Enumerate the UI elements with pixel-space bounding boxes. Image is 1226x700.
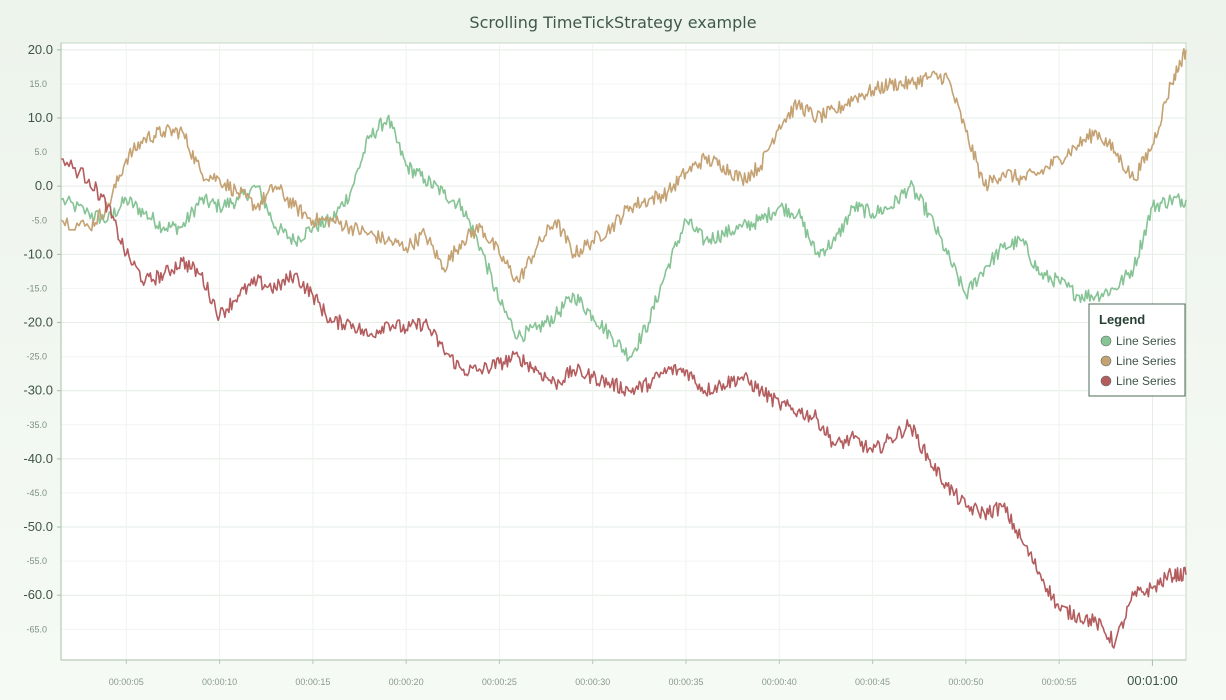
legend: Legend Line Series Line Series Line Series (1088, 303, 1186, 397)
y-tick-label: -50.0 (23, 519, 53, 534)
y-minor-tick-label: -35.0 (26, 420, 47, 430)
x-tick-label: 00:00:45 (855, 677, 890, 687)
y-tick-label: -30.0 (23, 383, 53, 398)
legend-marker (1100, 375, 1112, 387)
x-tick-label: 00:00:15 (295, 677, 330, 687)
y-minor-tick-label: 15.0 (29, 79, 47, 89)
legend-label: Line Series (1116, 354, 1176, 368)
y-tick-label: -40.0 (23, 451, 53, 466)
x-tick-label: 00:00:40 (762, 677, 797, 687)
x-tick-label: 00:00:30 (575, 677, 610, 687)
x-tick-label: 00:00:35 (668, 677, 703, 687)
y-minor-tick-label: -15.0 (26, 283, 47, 293)
y-minor-tick-label: 5.0 (34, 147, 47, 157)
chart-title: Scrolling TimeTickStrategy example (469, 13, 756, 32)
legend-label: Line Series (1116, 374, 1176, 388)
y-minor-tick-label: -45.0 (26, 488, 47, 498)
x-tick-label: 00:00:25 (482, 677, 517, 687)
grid-lines (61, 43, 1186, 660)
x-tick-label: 00:00:20 (389, 677, 424, 687)
x-axis-ticks: 00:00:05 00:00:10 00:00:15 00:00:20 00:00:25… (109, 660, 1178, 688)
y-tick-label: 20.0 (28, 42, 53, 57)
y-minor-tick-label: -65.0 (26, 624, 47, 634)
legend-items: Line Series Line Series Line Series (1100, 334, 1176, 388)
y-tick-label: 0.0 (35, 178, 53, 193)
y-minor-tick-label: -55.0 (26, 556, 47, 566)
legend-marker (1100, 355, 1112, 367)
y-minor-tick-label: -5.0 (31, 215, 47, 225)
x-tick-label: 00:00:05 (109, 677, 144, 687)
series-layer (60, 48, 1187, 649)
x-tick-label: 00:00:50 (948, 677, 983, 687)
x-tick-label: 00:00:10 (202, 677, 237, 687)
y-tick-label: -60.0 (23, 587, 53, 602)
x-major-tick-label: 00:01:00 (1127, 673, 1178, 688)
series-line (60, 158, 1187, 649)
series-line (60, 114, 1187, 362)
y-tick-label: -10.0 (23, 246, 53, 261)
legend-marker (1100, 335, 1112, 347)
y-tick-label: -20.0 (23, 315, 53, 330)
y-axis-ticks: 20.0 10.0 0.0 -10.0 -20.0 -30.0 -40.0 -50.0 -60.… (23, 42, 61, 634)
y-tick-label: 10.0 (28, 110, 53, 125)
series-line (60, 48, 1187, 284)
axes (60, 43, 1186, 661)
legend-label: Line Series (1116, 334, 1176, 348)
y-minor-tick-label: -25.0 (26, 352, 47, 362)
legend-title: Legend (1099, 312, 1145, 327)
x-tick-label: 00:00:55 (1042, 677, 1077, 687)
